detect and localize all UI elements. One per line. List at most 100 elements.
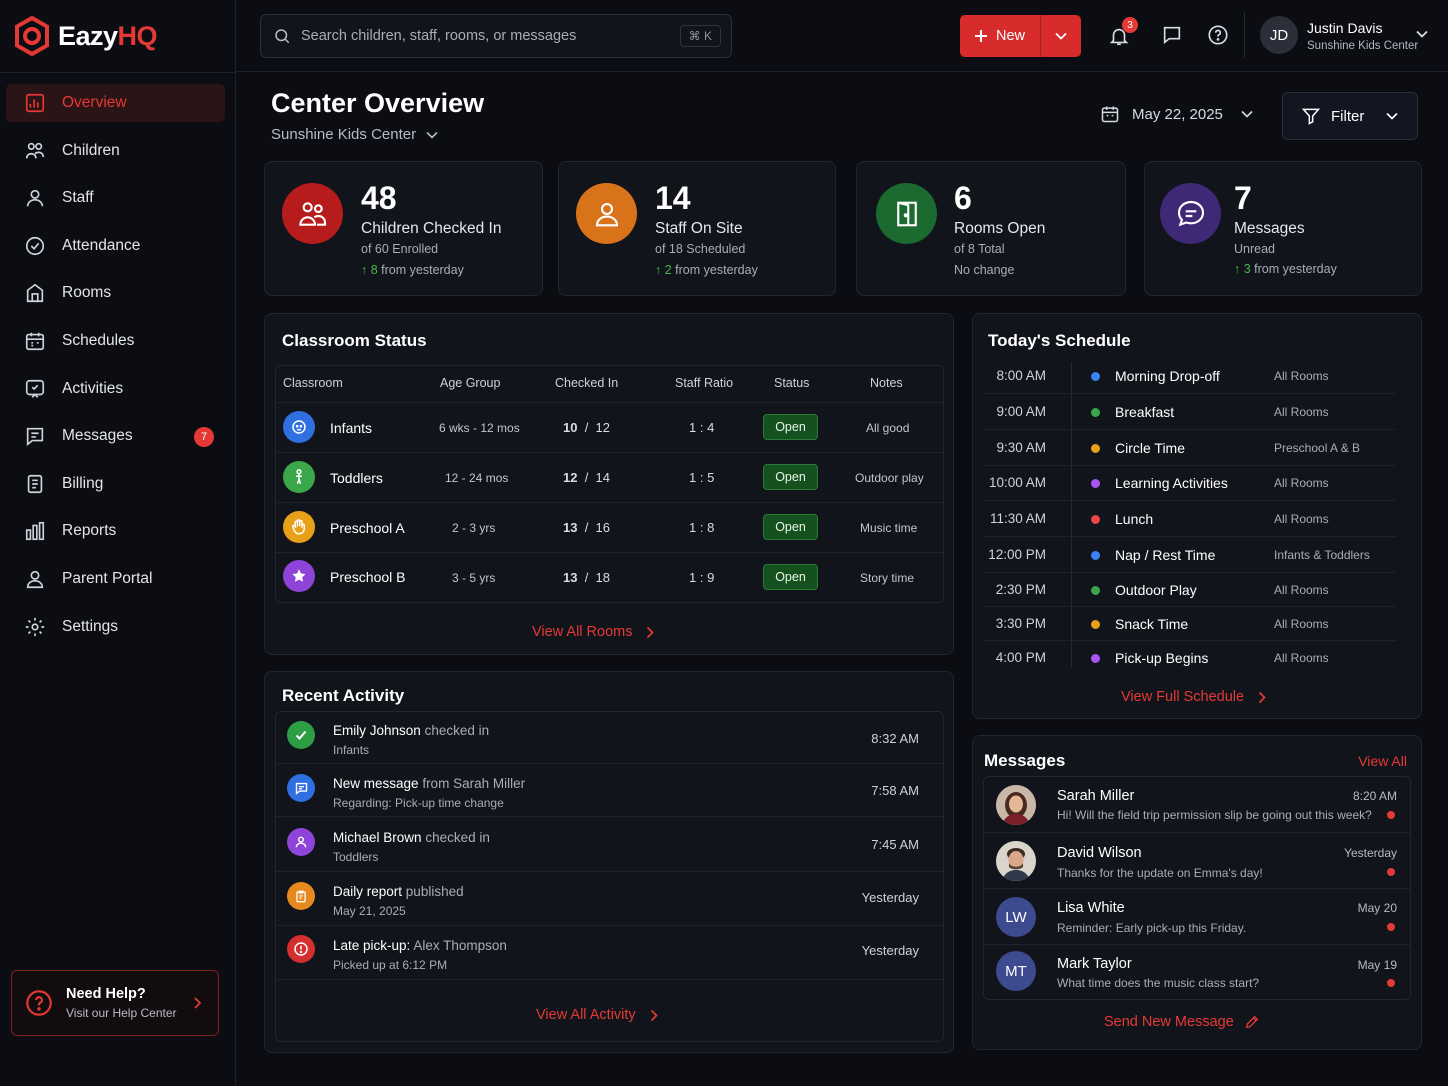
activity-sub: Toddlers xyxy=(333,850,379,864)
schedule-event[interactable]: Lunch xyxy=(1115,511,1154,527)
search-input[interactable]: Search children, staff, rooms, or messag… xyxy=(260,14,732,58)
activity-title[interactable]: Late pick-up: Alex Thompson xyxy=(333,938,507,953)
column-header: Checked In xyxy=(555,376,619,390)
filter-button[interactable]: Filter xyxy=(1282,92,1418,140)
view-all-messages-link[interactable]: View All xyxy=(1358,753,1407,769)
help-circle-icon[interactable] xyxy=(1207,24,1229,46)
chat-icon xyxy=(1177,200,1204,226)
classroom-icon xyxy=(283,560,315,592)
classroom-name[interactable]: Preschool A xyxy=(330,520,405,536)
sidebar-item-overview[interactable]: Overview xyxy=(6,84,225,122)
schedule-time: 3:30 PM xyxy=(995,616,1046,631)
message-sender[interactable]: David Wilson xyxy=(1057,845,1142,861)
sidebar-item-attendance[interactable]: Attendance xyxy=(6,227,225,265)
section-title: Recent Activity xyxy=(282,686,405,705)
chat-icon[interactable] xyxy=(1161,24,1183,46)
bell-icon[interactable] xyxy=(1108,24,1130,48)
schedule-event[interactable]: Nap / Rest Time xyxy=(1115,547,1216,563)
schedule-dot xyxy=(1091,654,1100,663)
schedule-event[interactable]: Breakfast xyxy=(1115,404,1175,420)
date-selector[interactable]: May 22, 2025 xyxy=(1100,104,1253,124)
sidebar-item-staff[interactable]: Staff xyxy=(6,179,225,217)
message-sender[interactable]: Sarah Miller xyxy=(1057,788,1135,804)
activity-title[interactable]: Michael Brown checked in xyxy=(333,830,490,845)
sidebar-item-settings[interactable]: Settings xyxy=(6,608,225,646)
schedule-dot xyxy=(1091,551,1100,560)
schedule-event[interactable]: Learning Activities xyxy=(1115,475,1228,491)
schedule-dot xyxy=(1091,515,1100,524)
chevron-right-icon xyxy=(194,997,202,1009)
message-sender[interactable]: Lisa White xyxy=(1057,900,1125,916)
user-avatar[interactable]: JD xyxy=(1260,16,1298,54)
column-header: Classroom xyxy=(283,376,343,390)
unread-dot xyxy=(1387,979,1395,987)
message-preview: What time does the music class start? xyxy=(1057,976,1260,990)
trend-up-icon: ↑ xyxy=(1234,262,1241,276)
classroom-status-card: Classroom Status Classroom Age Group Che… xyxy=(264,313,954,655)
message-time: May 20 xyxy=(1357,901,1397,915)
age-group: 3 - 5 yrs xyxy=(452,571,496,585)
section-title: Today's Schedule xyxy=(988,331,1131,350)
send-new-message-link[interactable]: Send New Message xyxy=(1104,1014,1260,1030)
classroom-name[interactable]: Preschool B xyxy=(330,569,406,585)
message-sender[interactable]: Mark Taylor xyxy=(1057,956,1132,972)
sidebar-item-reports[interactable]: Reports xyxy=(6,512,225,550)
sidebar-item-billing[interactable]: Billing xyxy=(6,465,225,503)
row-divider xyxy=(276,452,943,453)
clipboard-icon xyxy=(296,890,306,902)
view-full-schedule-link[interactable]: View Full Schedule xyxy=(1121,689,1266,705)
stat-card-children[interactable]: 48 Children Checked In of 60 Enrolled ↑ … xyxy=(264,161,543,296)
chevron-down-icon xyxy=(1055,32,1067,40)
sidebar-item-rooms[interactable]: Rooms xyxy=(6,274,225,312)
center-selector[interactable]: Sunshine Kids Center xyxy=(271,126,438,143)
stat-sub: Unread xyxy=(1234,242,1275,256)
view-all-rooms-link[interactable]: View All Rooms xyxy=(532,624,655,640)
sidebar-item-children[interactable]: Children xyxy=(6,132,225,170)
schedule-event[interactable]: Snack Time xyxy=(1115,616,1189,632)
avatar[interactable] xyxy=(996,841,1036,881)
schedule-room: All Rooms xyxy=(1274,583,1329,597)
activity-title[interactable]: New message from Sarah Miller xyxy=(333,776,526,791)
row-divider xyxy=(276,925,943,926)
sidebar-item-messages[interactable]: Messages 7 xyxy=(6,417,225,455)
row-divider xyxy=(984,393,1396,394)
schedule-event[interactable]: Pick-up Begins xyxy=(1115,650,1209,666)
sidebar-item-label: Children xyxy=(62,141,120,159)
classroom-name[interactable]: Infants xyxy=(330,420,373,436)
avatar[interactable]: MT xyxy=(996,951,1036,991)
avatar[interactable]: LW xyxy=(996,897,1036,937)
app-logo[interactable]: EazyHQ xyxy=(14,14,158,58)
stat-card-rooms[interactable]: 6 Rooms Open of 8 Total No change xyxy=(856,161,1126,296)
schedule-event[interactable]: Outdoor Play xyxy=(1115,582,1197,598)
new-dropdown-toggle[interactable] xyxy=(1041,15,1081,57)
stat-card-messages[interactable]: 7 Messages Unread ↑ 3 from yesterday xyxy=(1144,161,1422,296)
help-center-card[interactable]: Need Help? Visit our Help Center xyxy=(11,970,219,1036)
chevron-down-icon[interactable] xyxy=(1416,30,1428,38)
view-all-activity-link[interactable]: View All Activity xyxy=(536,1007,658,1023)
classroom-name[interactable]: Toddlers xyxy=(330,470,383,486)
stat-card-staff[interactable]: 14 Staff On Site of 18 Scheduled ↑ 2 fro… xyxy=(558,161,836,296)
checked-in: 13 / 18 xyxy=(563,570,610,585)
sidebar-item-label: Staff xyxy=(62,189,94,207)
schedule-event[interactable]: Circle Time xyxy=(1115,440,1186,456)
activity-time: 8:32 AM xyxy=(871,731,919,746)
classroom-table xyxy=(275,365,944,603)
status-badge: Open xyxy=(763,414,818,440)
user-name[interactable]: Justin Davis xyxy=(1307,20,1383,36)
schedule-event[interactable]: Morning Drop-off xyxy=(1115,368,1220,384)
sidebar-nav: Overview Children Staff Attendance Rooms… xyxy=(6,84,225,655)
activity-title[interactable]: Emily Johnson checked in xyxy=(333,723,490,738)
new-main-button[interactable]: New xyxy=(960,15,1040,57)
sidebar-item-activities[interactable]: Activities xyxy=(6,370,225,408)
row-divider xyxy=(276,763,943,764)
classroom-notes: Music time xyxy=(860,521,918,535)
rooms-icon xyxy=(26,284,44,303)
avatar[interactable] xyxy=(996,785,1036,825)
section-title: Messages xyxy=(984,751,1066,770)
sidebar-item-parent-portal[interactable]: Parent Portal xyxy=(6,560,225,598)
activity-title[interactable]: Daily report published xyxy=(333,884,464,899)
sidebar-item-schedules[interactable]: Schedules xyxy=(6,322,225,360)
stat-trend: No change xyxy=(954,263,1015,277)
new-button[interactable]: New xyxy=(960,15,1081,57)
reports-icon xyxy=(25,522,45,541)
